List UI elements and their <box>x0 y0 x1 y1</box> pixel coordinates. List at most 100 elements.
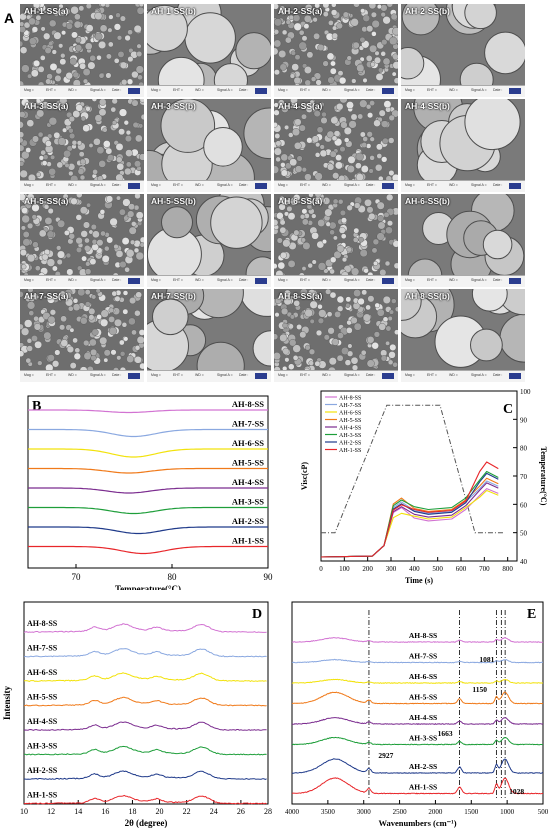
sem-info-text: WD = <box>322 373 331 377</box>
series-label: AH-7-SS <box>409 652 437 661</box>
series-label: AH-5-SS <box>232 458 264 468</box>
sem-info-bar: Mag = EHT = WD = Signal A = Date : <box>274 370 398 382</box>
sem-info-text: EHT = <box>300 88 310 92</box>
sem-info-text: Signal A = <box>90 373 106 377</box>
sem-info-text: WD = <box>68 278 77 282</box>
x-tick-label: 28 <box>264 807 272 816</box>
sem-info-text: Signal A = <box>344 88 360 92</box>
y-right-tick-label: 50 <box>520 530 528 538</box>
series-label: AH-7-SS <box>27 644 58 653</box>
series-label: AH-8-SS <box>232 399 264 409</box>
series-line <box>28 487 268 494</box>
series-label: AH-2-SS <box>232 516 264 526</box>
x-tick-label: 2000 <box>428 808 443 816</box>
series-label: AH-2-SS <box>409 762 437 771</box>
sem-image: AH-6-SS(a) Mag = EHT = WD = Signal A = Date : <box>274 194 398 287</box>
sem-image-label: AH-2-SS(a) <box>278 6 323 16</box>
sem-info-text: Signal A = <box>217 278 233 282</box>
peak-annotation: 1028 <box>509 787 524 796</box>
ftir-chart: 4000 3500 3000 2500 2000 1500 1000 500 Wavenumbe… <box>285 601 549 828</box>
series-label: AH-4-SS <box>232 477 264 487</box>
peak-annotation: 1150 <box>472 685 487 694</box>
sem-image: AH-3-SS(b) Mag = EHT = WD = Signal A = Date : <box>147 99 271 192</box>
sem-info-text: Mag = <box>405 373 415 377</box>
sem-info-text: EHT = <box>46 88 56 92</box>
x-tick-label: 1500 <box>464 808 479 816</box>
sem-info-text: WD = <box>322 183 331 187</box>
dsc-chart: 70 80 90 Temperature(°C) B AH-8-SS AH-7-SS AH-6… <box>27 395 273 590</box>
sem-info-bar: Mag = EHT = WD = Signal A = Date : <box>20 180 144 192</box>
sem-info-bar: Mag = EHT = WD = Signal A = Date : <box>401 275 525 287</box>
sem-logo <box>255 88 267 94</box>
sem-info-text: Signal A = <box>90 278 106 282</box>
sem-info-bar: Mag = EHT = WD = Signal A = Date : <box>274 180 398 192</box>
plot-frame <box>320 390 518 562</box>
sem-info-text: Mag = <box>278 183 288 187</box>
sem-info-text: Mag = <box>24 373 34 377</box>
sem-image-label: AH-6-SS(b) <box>405 196 450 206</box>
sem-logo <box>509 88 521 94</box>
sem-info-text: EHT = <box>300 183 310 187</box>
x-tick-label: 18 <box>128 807 136 816</box>
series-line <box>23 721 267 731</box>
series-line <box>23 794 267 805</box>
series-label: AH-7-SS <box>232 419 264 429</box>
sem-info-text: WD = <box>68 373 77 377</box>
sem-logo <box>382 373 394 379</box>
sem-info-text: Signal A = <box>471 373 487 377</box>
panel-a-letter: A <box>4 10 15 26</box>
series-line <box>28 467 268 474</box>
sem-image: AH-4-SS(b) Mag = EHT = WD = Signal A = Date : <box>401 99 525 192</box>
x-tick-label: 1000 <box>500 808 514 816</box>
x-tick-label: 3500 <box>321 808 336 816</box>
x-axis-label: Temperature(°C) <box>115 584 181 590</box>
sem-image: AH-5-SS(a) Mag = EHT = WD = Signal A = Date : <box>20 194 144 287</box>
series-line <box>291 637 544 643</box>
sem-image-grid: AH-1-SS(a) Mag = EHT = WD = Signal A = Date :… <box>20 4 525 383</box>
sem-info-text: Signal A = <box>90 183 106 187</box>
sem-info-bar: Mag = EHT = WD = Signal A = Date : <box>20 85 144 97</box>
x-tick-label: 200 <box>362 565 373 573</box>
y-right-tick-label: 80 <box>520 445 528 453</box>
series-label: AH-4-SS <box>27 717 58 726</box>
sem-image: AH-8-SS(b) Mag = EHT = WD = Signal A = Date : <box>401 289 525 382</box>
sem-image: AH-1-SS(b) Mag = EHT = WD = Signal A = Date : <box>147 4 271 97</box>
series-line <box>23 648 267 658</box>
series-label: AH-6-SS <box>27 668 58 677</box>
sem-info-text: Mag = <box>151 88 161 92</box>
sem-logo <box>255 373 267 379</box>
sem-logo <box>255 278 267 284</box>
sem-info-text: Signal A = <box>344 183 360 187</box>
sem-info-text: Signal A = <box>471 278 487 282</box>
panel-c-letter: C <box>503 402 513 417</box>
sem-info-text: Date : <box>239 88 249 92</box>
x-tick-label: 700 <box>479 565 490 573</box>
sem-image: AH-2-SS(a) Mag = EHT = WD = Signal A = Date : <box>274 4 398 97</box>
sem-info-text: Date : <box>493 278 503 282</box>
x-tick-label: 400 <box>409 565 420 573</box>
sem-info-text: Mag = <box>24 183 34 187</box>
series-line <box>28 409 268 414</box>
sem-info-bar: Mag = EHT = WD = Signal A = Date : <box>401 85 525 97</box>
series-line <box>24 745 267 756</box>
sem-info-text: WD = <box>322 88 331 92</box>
sem-info-text: Mag = <box>151 278 161 282</box>
x-tick-label: 24 <box>210 807 218 816</box>
series-line <box>28 506 268 515</box>
sem-logo <box>128 278 140 284</box>
sem-info-bar: Mag = EHT = WD = Signal A = Date : <box>401 370 525 382</box>
sem-logo <box>509 373 521 379</box>
sem-info-text: WD = <box>449 183 458 187</box>
series-line <box>291 758 544 774</box>
sem-info-text: Signal A = <box>344 278 360 282</box>
y-right-tick-label: 100 <box>520 388 531 396</box>
sem-info-text: Signal A = <box>217 373 233 377</box>
sem-info-text: Mag = <box>278 278 288 282</box>
sem-info-text: Date : <box>366 183 376 187</box>
sem-info-text: Mag = <box>405 183 415 187</box>
sem-info-text: Signal A = <box>90 88 106 92</box>
sem-info-text: Mag = <box>405 88 415 92</box>
x-tick-label: 20 <box>156 807 164 816</box>
peak-annotation: 2927 <box>378 751 393 760</box>
series-line <box>320 489 499 558</box>
